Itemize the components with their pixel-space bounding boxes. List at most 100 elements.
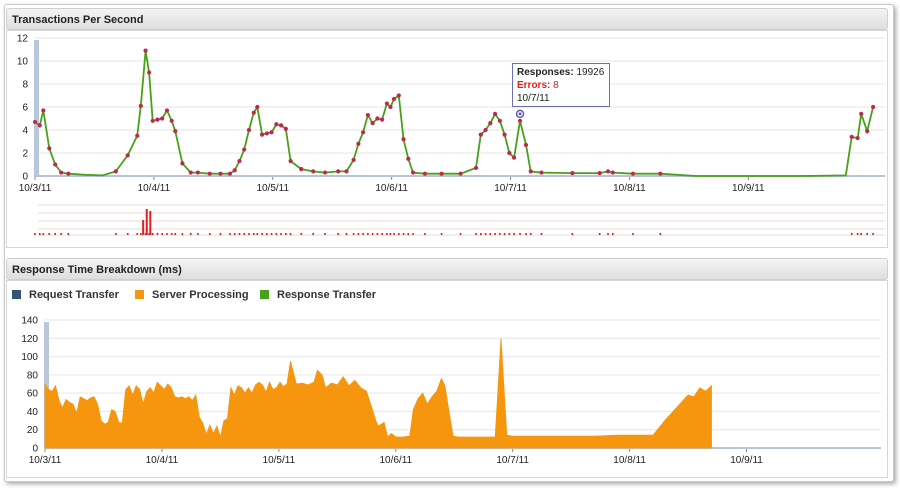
tps-data-point (164, 108, 170, 113)
overview-error-mark (389, 233, 392, 235)
rt-y-tick-label: 40 (27, 407, 39, 418)
tps-data-point (388, 104, 393, 110)
tps-data-point (288, 158, 293, 164)
tps-data-point (264, 131, 269, 136)
tps-data-point (299, 167, 304, 172)
rt-y-tick-label: 120 (21, 334, 38, 345)
overview-error-mark (352, 233, 355, 235)
tps-data-point (523, 142, 529, 148)
overview-error-mark (208, 233, 211, 235)
tps-data-point (859, 111, 864, 116)
tps-x-tick-label: 10/7/11 (494, 183, 527, 194)
tooltip-responses-value: 19926 (576, 67, 605, 78)
tps-data-point (365, 112, 370, 118)
overview-error-mark (54, 233, 57, 235)
overview-error-mark (170, 233, 173, 235)
tps-data-point (125, 153, 130, 158)
overview-error-mark (252, 233, 255, 235)
rt-x-tick-label: 10/3/11 (29, 455, 62, 466)
tps-data-point (336, 169, 341, 174)
tps-data-point (605, 169, 611, 174)
tps-data-point (53, 162, 58, 167)
tps-data-point (147, 70, 152, 75)
tps-data-point (507, 150, 512, 156)
tps-data-point (517, 118, 523, 123)
tps-data-point (478, 132, 483, 137)
overview-error-mark (499, 233, 501, 235)
tps-y-tick-label: 4 (22, 126, 28, 137)
overview-error-mark (261, 233, 263, 235)
rt-y-tick-label: 20 (27, 425, 39, 436)
tps-data-point (278, 123, 284, 128)
tps-data-point (849, 134, 854, 139)
overview-error-mark (611, 233, 614, 235)
tps-data-point (169, 118, 174, 123)
legend-item-response-transfer[interactable]: Response Transfer (260, 289, 376, 301)
legend-label-server-processing: Server Processing (152, 289, 249, 301)
tps-data-point (311, 169, 316, 174)
tps-data-point (391, 96, 397, 102)
tps-data-point (458, 171, 463, 176)
tps-data-point (422, 171, 428, 176)
overview-error-mark (148, 233, 150, 235)
tps-data-point (528, 169, 533, 174)
tps-data-point (41, 108, 46, 113)
tps-data-point (173, 129, 178, 134)
tps-data-point (150, 118, 155, 123)
overview-error-mark (42, 233, 45, 235)
tps-data-point (497, 118, 502, 123)
overview-error-mark (337, 233, 339, 235)
rt-panel-header: Response Time Breakdown (ms) (6, 258, 888, 280)
overview-error-mark (115, 233, 117, 235)
tps-y-tick-label: 10 (17, 57, 29, 68)
tps-data-point (488, 121, 493, 126)
overview-error-mark (38, 233, 41, 235)
overview-error-mark (229, 233, 231, 235)
tps-data-point (188, 170, 193, 175)
overview-error-mark (503, 233, 506, 235)
tps-data-point (396, 93, 401, 98)
tps-y-tick-label: 12 (17, 34, 29, 45)
overview-error-mark (440, 233, 443, 235)
data-point-tooltip: Responses: 19926 Errors: 8 10/7/11 (512, 63, 610, 107)
tps-data-point (237, 158, 242, 164)
tps-x-tick-label: 10/8/11 (613, 183, 646, 194)
overview-error-mark (424, 233, 426, 235)
overview-error-mark (484, 233, 487, 235)
overview-error-mark (475, 233, 477, 235)
tps-x-tick-label: 10/3/11 (19, 183, 52, 194)
tps-data-point (410, 170, 416, 175)
overview-error-mark (407, 233, 410, 235)
tps-data-point (47, 146, 52, 151)
tps-data-point (406, 156, 411, 161)
rt-panel-title: Response Time Breakdown (ms) (12, 264, 182, 276)
rt-x-tick-label: 10/6/11 (379, 455, 412, 466)
overview-error-mark (270, 233, 273, 235)
overview-error-mark (489, 233, 492, 235)
tps-data-point (207, 171, 212, 176)
legend-item-request-transfer[interactable]: Request Transfer (12, 289, 119, 301)
overview-error-mark (357, 233, 360, 235)
tps-data-point (283, 126, 288, 131)
overview-error-mark (197, 233, 199, 235)
overview-error-mark (136, 233, 139, 235)
rt-y-tick-label: 0 (32, 444, 38, 455)
tps-data-point (597, 171, 602, 176)
tps-data-point (855, 135, 860, 141)
tps-data-point (227, 171, 233, 176)
tps-y-tick-label: 2 (22, 149, 28, 160)
overview-error-mark (300, 233, 303, 235)
overview-error-bar (142, 220, 145, 235)
legend-label-response-transfer: Response Transfer (277, 289, 377, 301)
legend-item-server-processing[interactable]: Server Processing (135, 289, 249, 301)
tps-x-tick-label: 10/5/11 (256, 183, 289, 194)
tps-data-point (865, 129, 870, 134)
overview-error-mark (513, 233, 515, 235)
rt-x-tick-label: 10/9/11 (730, 455, 763, 466)
tooltip-errors-value: 8 (553, 80, 559, 91)
tps-data-point (242, 147, 247, 152)
rt-x-tick-label: 10/5/11 (263, 455, 296, 466)
overview-error-mark (659, 233, 662, 235)
tps-data-point (871, 104, 876, 110)
